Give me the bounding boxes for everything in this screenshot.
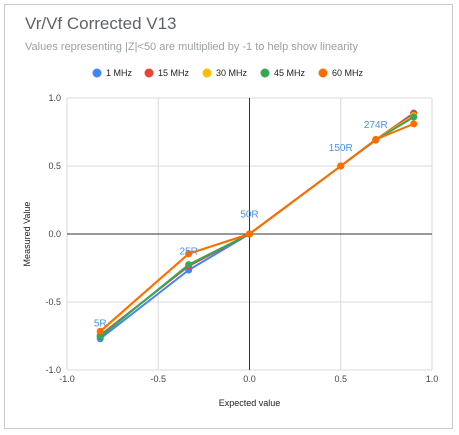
series-line-5 bbox=[100, 124, 414, 331]
point-annotation: 5R bbox=[94, 318, 107, 329]
x-tick-label: -0.5 bbox=[150, 374, 166, 384]
x-tick-label: 1.0 bbox=[426, 374, 439, 384]
data-point bbox=[410, 120, 417, 127]
point-annotation: 50R bbox=[240, 210, 258, 221]
legend-label: 15 MHz bbox=[158, 68, 190, 78]
legend-label: 45 MHz bbox=[274, 68, 306, 78]
legend-label: 1 MHz bbox=[106, 68, 133, 78]
y-tick-label: 0.0 bbox=[48, 229, 61, 239]
legend-swatch bbox=[145, 69, 154, 78]
point-annotation: 274R bbox=[364, 120, 388, 131]
y-tick-label: -0.5 bbox=[45, 297, 61, 307]
point-annotation: 25R bbox=[180, 246, 198, 257]
legend-label: 60 MHz bbox=[332, 68, 364, 78]
y-tick-label: -1.0 bbox=[45, 365, 61, 375]
y-axis-title: Measured Value bbox=[22, 202, 32, 267]
legend-swatch bbox=[261, 69, 270, 78]
y-tick-label: 0.5 bbox=[48, 161, 61, 171]
legend-label: 30 MHz bbox=[216, 68, 248, 78]
data-point bbox=[337, 163, 344, 170]
data-point bbox=[185, 261, 192, 268]
x-tick-label: 0.0 bbox=[243, 374, 256, 384]
point-annotation: 150R bbox=[329, 143, 353, 154]
data-point bbox=[246, 231, 253, 238]
legend-swatch bbox=[319, 69, 328, 78]
y-tick-label: 1.0 bbox=[48, 93, 61, 103]
x-tick-label: 0.5 bbox=[334, 374, 347, 384]
series-line-4 bbox=[100, 117, 414, 337]
legend-swatch bbox=[203, 69, 212, 78]
x-axis-title: Expected value bbox=[219, 398, 281, 408]
data-point bbox=[410, 114, 417, 121]
data-point bbox=[372, 136, 379, 143]
legend-swatch bbox=[93, 69, 102, 78]
x-tick-label: -1.0 bbox=[59, 374, 75, 384]
